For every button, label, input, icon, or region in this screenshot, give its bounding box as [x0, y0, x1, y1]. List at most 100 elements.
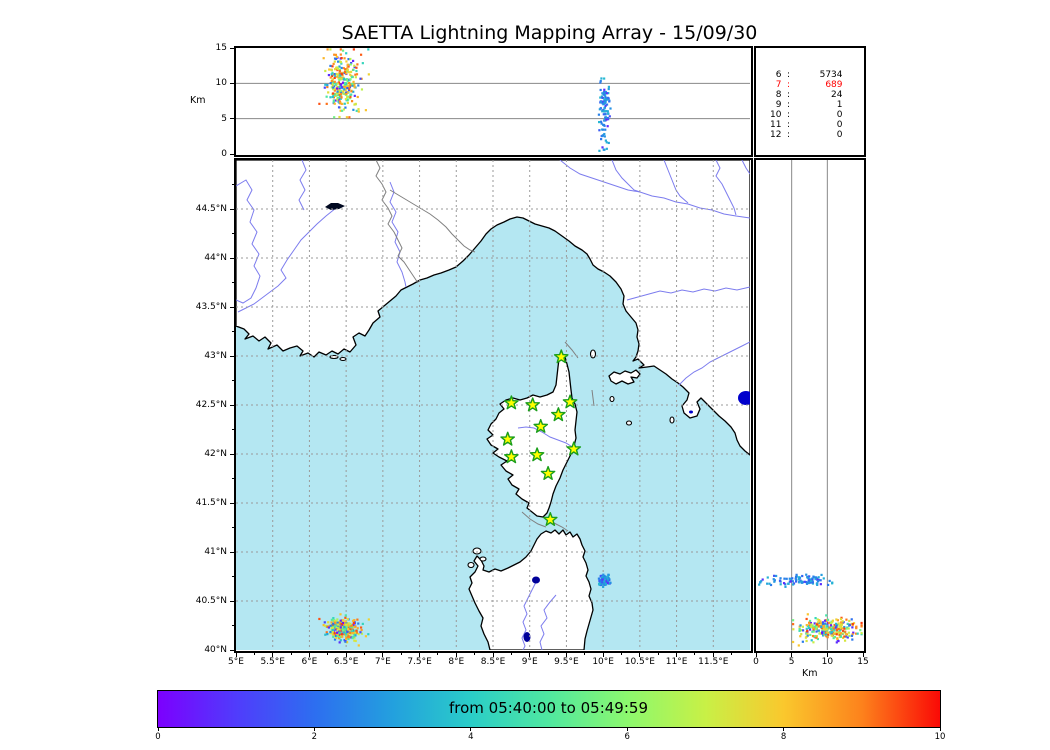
station-level: 8: [775, 89, 782, 100]
river: [611, 159, 640, 192]
islet: [471, 546, 482, 555]
lat-tick-label: 40°N: [204, 645, 227, 655]
elba-coastline: [607, 368, 641, 385]
lake: [737, 390, 750, 405]
river: [663, 159, 688, 203]
lon-minor-tick: [327, 652, 329, 655]
alt-tick-label: 5: [788, 657, 795, 667]
lon-tick: [419, 652, 421, 657]
station-count-row: 8:24: [756, 90, 864, 100]
lma-station-marker: [532, 418, 548, 433]
source-count: 24: [831, 89, 843, 100]
colorbar-tick-label: 4: [468, 732, 474, 742]
lon-minor-tick: [657, 652, 659, 655]
lon-tick: [676, 652, 678, 657]
map-panel: [233, 157, 753, 653]
lon-tick-label: 11°E: [665, 657, 688, 667]
alt-tick: [791, 652, 793, 657]
river: [520, 581, 536, 650]
station-level: 10: [770, 109, 782, 120]
lon-tick: [308, 652, 310, 657]
figure-title: SAETTA Lightning Mapping Array - 15/09/3…: [341, 22, 758, 44]
lon-minor-tick: [731, 652, 733, 655]
lon-minor-tick: [584, 652, 586, 655]
country-border: [374, 159, 418, 283]
country-border: [389, 189, 475, 252]
lat-tick-label: 43°N: [204, 351, 227, 361]
colorbar-tick-label: 8: [780, 732, 787, 742]
source-count: 0: [836, 129, 843, 140]
lma-station-marker: [550, 406, 566, 421]
river: [714, 159, 736, 215]
river: [538, 594, 556, 650]
lma-station-marker: [540, 465, 555, 480]
river: [297, 159, 307, 210]
station-level: 6: [775, 69, 782, 80]
station-level: 11: [770, 119, 782, 130]
lat-tick-label: 40.5°N: [195, 596, 227, 606]
source-count: 5734: [819, 69, 843, 80]
station-level: 9: [775, 99, 782, 110]
source-count: 0: [836, 109, 843, 120]
alt-tick-label: 0: [221, 149, 227, 159]
lat-tick-label: 42°N: [204, 449, 227, 459]
lon-minor-tick: [694, 652, 696, 655]
altitude-latitude-panel: [753, 157, 866, 653]
river: [235, 178, 261, 304]
maritime-border: [591, 389, 594, 406]
islet: [608, 395, 615, 402]
lon-tick-label: 8.5°E: [480, 657, 506, 667]
alt-tick: [755, 652, 757, 657]
lon-tick: [602, 652, 604, 657]
lon-minor-tick: [621, 652, 622, 655]
alt-tick-label: 5: [221, 113, 227, 124]
lon-tick-label: 10°E: [592, 657, 614, 667]
lon-minor-tick: [510, 652, 512, 655]
station-level: 7: [775, 79, 782, 90]
lon-tick: [639, 652, 641, 657]
islet: [625, 419, 632, 426]
lon-minor-tick: [474, 652, 476, 655]
lon-tick: [382, 652, 384, 657]
station-level: 12: [770, 129, 782, 140]
lon-minor-tick: [290, 652, 292, 655]
lat-tick-label: 41°N: [204, 547, 227, 557]
lake: [523, 631, 530, 642]
lon-tick-label: 5.5°E: [260, 657, 285, 667]
lon-tick-label: 7°E: [374, 657, 391, 667]
lon-tick-label: 9.5°E: [554, 657, 579, 667]
lat-tick-label: 44.5°N: [195, 204, 227, 214]
lon-tick-label: 6°E: [301, 657, 318, 667]
islet: [338, 356, 347, 361]
station-stats-panel: 6:5734 7:689 8:24 9:1 10:0 11:0 12:0: [753, 45, 866, 157]
lon-tick: [565, 652, 567, 657]
lma-station-marker: [565, 440, 581, 455]
lon-tick-label: 9°E: [521, 657, 538, 667]
lma-station-marker: [562, 393, 577, 408]
station-count-row: 7:689: [756, 80, 864, 90]
alt-tick-label: 15: [857, 657, 869, 667]
source-count: 0: [836, 119, 843, 130]
lat-tick-label: 41.5°N: [195, 498, 227, 508]
station-stats-rows: 6:5734 7:689 8:24 9:1 10:0 11:0 12:0: [756, 70, 864, 140]
colorbar-tick: [470, 727, 472, 731]
colorbar-tick: [783, 727, 785, 731]
source-count: 689: [825, 79, 843, 90]
altitude-longitude-plot: [235, 47, 750, 152]
lat-tick-label: 43.5°N: [195, 302, 227, 312]
lake: [531, 576, 540, 583]
station-count-row: 6:5734: [756, 70, 864, 80]
station-count-row: 11:0: [756, 120, 864, 130]
lon-tick: [272, 652, 274, 657]
islet: [668, 415, 675, 424]
lon-tick: [345, 652, 347, 657]
river: [741, 159, 750, 174]
geographic-map: [235, 159, 750, 650]
lma-station-marker: [542, 511, 558, 526]
station-count-row: 10:0: [756, 110, 864, 120]
sardinia-coastline: [467, 528, 594, 650]
colorbar-tick-label: 2: [311, 732, 318, 742]
source-count: 1: [836, 99, 843, 110]
islet: [466, 561, 475, 568]
